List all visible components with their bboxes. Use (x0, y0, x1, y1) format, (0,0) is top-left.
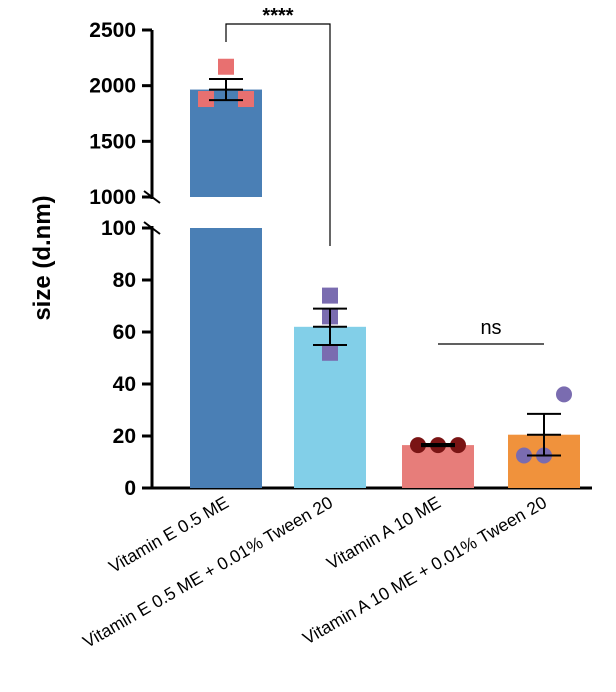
point-1-1 (198, 91, 214, 108)
y-tick-2500: 2500 (89, 19, 136, 42)
y-tick-0: 0 (124, 477, 136, 500)
y-tick-40: 40 (113, 373, 136, 396)
y-tick-60: 60 (113, 321, 136, 344)
point-4-3 (556, 386, 572, 403)
bar-1-upper (190, 89, 262, 197)
point-3-1 (410, 437, 426, 454)
significance-label-1: **** (262, 5, 293, 27)
significance-annotations: **** ns (225, 5, 544, 345)
point-2-3 (322, 287, 338, 304)
significance-bracket-1 (225, 23, 331, 246)
y-tick-20: 20 (113, 425, 136, 448)
point-1-3 (238, 91, 254, 108)
y-tick-2000: 2000 (89, 75, 136, 98)
point-4-1 (516, 447, 532, 464)
bar-1-lower (190, 228, 262, 488)
y-tick-1000: 1000 (89, 186, 136, 209)
point-3-3 (450, 437, 466, 454)
y-tick-100: 100 (101, 217, 136, 240)
bars (190, 89, 580, 488)
point-1-2 (218, 58, 234, 75)
y-axis-label: size (d.nm) (29, 195, 56, 320)
error-bars (209, 77, 561, 457)
point-2-1 (322, 344, 338, 361)
y-tick-80: 80 (113, 269, 136, 292)
y-tick-labels: 0 20 40 60 80 100 1000 1500 2000 2500 (89, 19, 152, 500)
y-tick-1500: 1500 (89, 130, 136, 153)
significance-label-2: ns (480, 317, 501, 339)
